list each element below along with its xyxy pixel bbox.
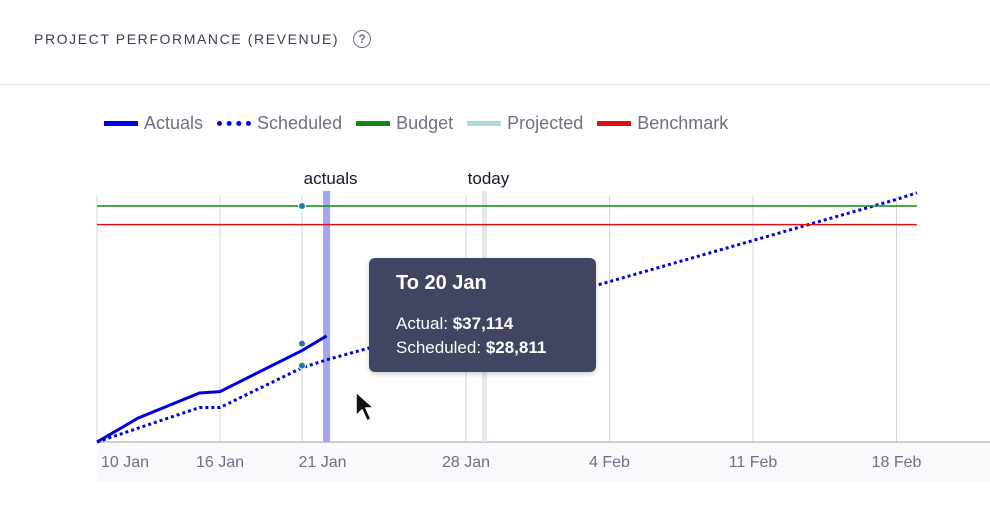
- page-title: PROJECT PERFORMANCE (REVENUE): [34, 31, 340, 47]
- legend-item-budget[interactable]: Budget: [356, 113, 453, 134]
- chart-legend: Actuals Scheduled Budget Projected Bench…: [104, 113, 728, 134]
- tooltip-title: To 20 Jan: [396, 272, 487, 294]
- legend-swatch-benchmark: [597, 121, 632, 126]
- x-tick-label-2: 21 Jan: [298, 454, 346, 471]
- x-tick-label-5: 11 Feb: [729, 454, 778, 471]
- legend-label-actuals: Actuals: [144, 113, 204, 133]
- series-line-scheduled: [96, 191, 918, 444]
- highlight-point-scheduled: [298, 361, 306, 370]
- x-tick-label-6: 18 Feb: [872, 454, 922, 471]
- tooltip-scheduled-label: Scheduled:: [396, 338, 482, 357]
- tooltip-actual-row: Actual: $37,114: [396, 314, 513, 334]
- legend-label-benchmark: Benchmark: [637, 113, 729, 133]
- legend-label-scheduled: Scheduled: [257, 113, 343, 133]
- legend-swatch-actuals: [104, 121, 138, 126]
- x-tick-label-0: 10 Jan: [101, 454, 149, 471]
- legend-label-budget: Budget: [396, 113, 454, 133]
- x-tick-label-3: 28 Jan: [442, 454, 490, 471]
- highlight-point-actuals: [298, 339, 306, 348]
- mouse-cursor-icon: [355, 391, 375, 422]
- x-tick-label-4: 4 Feb: [589, 454, 630, 471]
- marker-label-actuals: actuals: [304, 169, 358, 188]
- legend-swatch-scheduled: [217, 121, 252, 126]
- tooltip-scheduled-value: $28,811: [485, 338, 547, 357]
- legend-label-projected: Projected: [507, 113, 584, 133]
- legend-item-scheduled[interactable]: Scheduled: [217, 113, 342, 134]
- tooltip-actual-label: Actual:: [396, 314, 448, 333]
- card-header: PROJECT PERFORMANCE (REVENUE) ?: [0, 0, 990, 85]
- tooltip-actual-value: $37,114: [452, 314, 514, 333]
- chart-tooltip: To 20 Jan Actual: $37,114 Scheduled: $28…: [369, 258, 596, 372]
- legend-swatch-budget: [356, 121, 391, 126]
- marker-label-today: today: [468, 169, 510, 188]
- x-axis-band: [97, 442, 990, 482]
- series-line-actuals: [96, 334, 328, 444]
- help-icon[interactable]: ?: [353, 30, 371, 48]
- highlight-point-budget: [298, 202, 306, 211]
- legend-item-projected[interactable]: Projected: [467, 113, 583, 134]
- legend-item-actuals[interactable]: Actuals: [104, 113, 203, 134]
- x-tick-label-1: 16 Jan: [196, 454, 244, 471]
- legend-swatch-projected: [467, 121, 502, 126]
- legend-item-benchmark[interactable]: Benchmark: [597, 113, 728, 134]
- tooltip-scheduled-row: Scheduled: $28,811: [396, 338, 546, 358]
